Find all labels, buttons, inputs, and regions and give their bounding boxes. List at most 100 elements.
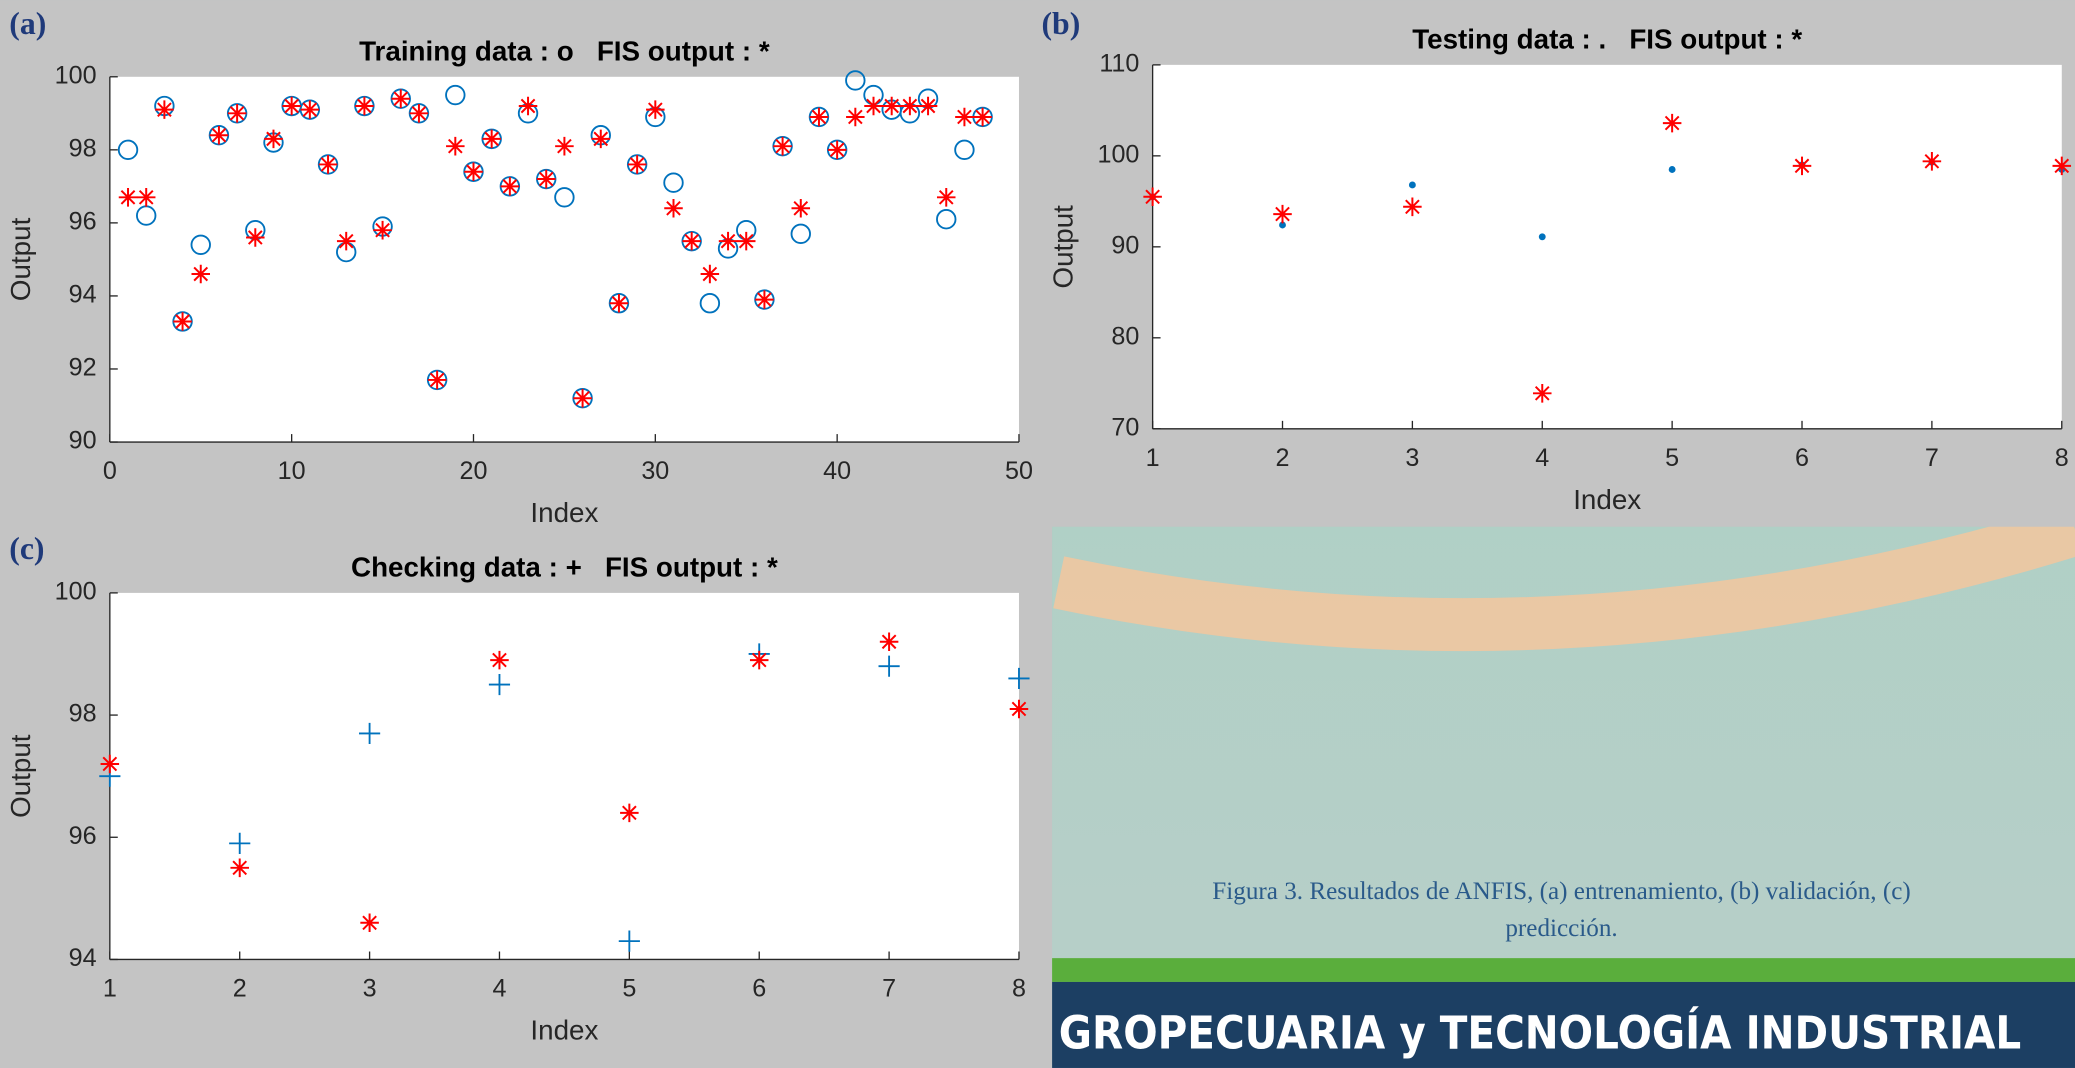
chart-title: Training data : o FIS output : * [359,35,770,66]
panel-label: (c) [9,531,44,566]
x-tick-label: 0 [103,457,117,485]
data-marker [620,803,639,823]
data-marker [718,231,738,251]
chart-title: Testing data : . FIS output : * [1412,23,1802,54]
data-marker [954,139,975,161]
panel-label: (b) [1041,6,1080,41]
data-marker [318,155,338,174]
data-marker [488,673,511,696]
y-tick-label: 92 [69,354,97,382]
x-tick-label: 4 [492,975,506,1003]
plot-area [109,592,1019,960]
data-marker [646,100,665,119]
caption-line: Figura 3. Resultados de ANFIS, (a) entre… [1212,878,1910,905]
plot-area [109,76,1019,443]
y-tick-label: 96 [69,208,97,236]
data-marker [682,231,701,251]
data-marker [699,293,721,314]
data-marker [518,96,538,116]
data-marker [663,172,684,193]
green-band [1052,958,2075,982]
data-marker [1143,187,1162,207]
blue-band [1052,981,2075,1068]
data-marker [736,231,756,251]
chart-title: Checking data : + FIS output : * [351,551,778,582]
x-tick-label: 6 [752,975,766,1003]
y-tick-label: 98 [69,134,97,162]
data-marker [790,223,811,245]
data-marker [936,209,957,230]
x-tick-label: 50 [1005,457,1033,485]
data-marker [373,220,392,240]
data-marker [791,199,811,218]
data-marker [664,199,683,218]
y-axis-label: Output [5,217,36,301]
x-axis-label: Index [530,497,598,528]
data-marker [359,722,381,744]
data-marker [336,231,356,251]
data-marker [360,913,379,933]
data-marker [230,858,249,878]
banner-text: GROPECUARIA y TECNOLOGÍA INDUSTRIAL [1059,1006,2021,1060]
x-tick-label: 2 [233,975,247,1003]
data-marker [755,290,774,309]
y-tick-label: 80 [1111,322,1139,350]
y-tick-label: 94 [69,281,97,309]
data-marker [1668,166,1676,173]
data-marker [627,155,647,174]
data-marker [227,104,247,123]
x-tick-label: 3 [1405,444,1419,472]
x-tick-label: 8 [1012,975,1026,1003]
data-marker [118,188,138,207]
data-marker [900,96,920,116]
x-tick-label: 1 [1146,444,1160,472]
x-tick-label: 7 [1925,444,1939,472]
data-marker [1008,667,1030,690]
y-tick-label: 70 [1111,413,1139,441]
data-marker [973,107,992,127]
data-marker [1792,156,1812,176]
x-tick-label: 4 [1535,444,1549,472]
data-marker [591,129,611,149]
data-marker [246,228,265,247]
caption-line: predicción. [1505,915,1617,942]
data-marker [618,930,640,952]
panel-label: (a) [9,6,46,41]
data-marker [1538,233,1546,241]
data-marker [190,234,211,255]
y-tick-label: 90 [1111,231,1139,259]
data-marker [136,188,156,207]
y-axis-label: Output [5,734,36,818]
data-marker [1273,204,1292,224]
y-tick-label: 90 [69,427,97,455]
data-marker [1532,384,1552,403]
data-marker [955,107,974,127]
data-marker [155,100,174,119]
data-marker [554,187,575,208]
x-tick-label: 1 [103,975,117,1003]
data-marker [100,754,120,774]
data-marker [918,96,938,116]
data-marker [1279,221,1286,229]
data-marker [573,388,592,408]
data-marker [1403,197,1422,217]
y-axis-label: Output [1048,205,1079,289]
x-tick-label: 5 [1665,444,1679,472]
x-tick-label: 20 [460,457,488,485]
x-tick-label: 8 [2055,444,2069,472]
data-marker [749,650,769,670]
data-marker [536,169,556,189]
data-marker [846,107,865,127]
data-marker [173,312,192,331]
data-marker [490,650,509,670]
data-marker [117,139,139,161]
data-marker [1408,181,1416,189]
data-marker [827,140,847,160]
x-tick-label: 3 [363,975,377,1003]
data-marker [446,136,465,156]
y-tick-label: 98 [69,700,97,728]
x-tick-label: 10 [278,457,306,485]
data-marker [1922,152,1942,171]
